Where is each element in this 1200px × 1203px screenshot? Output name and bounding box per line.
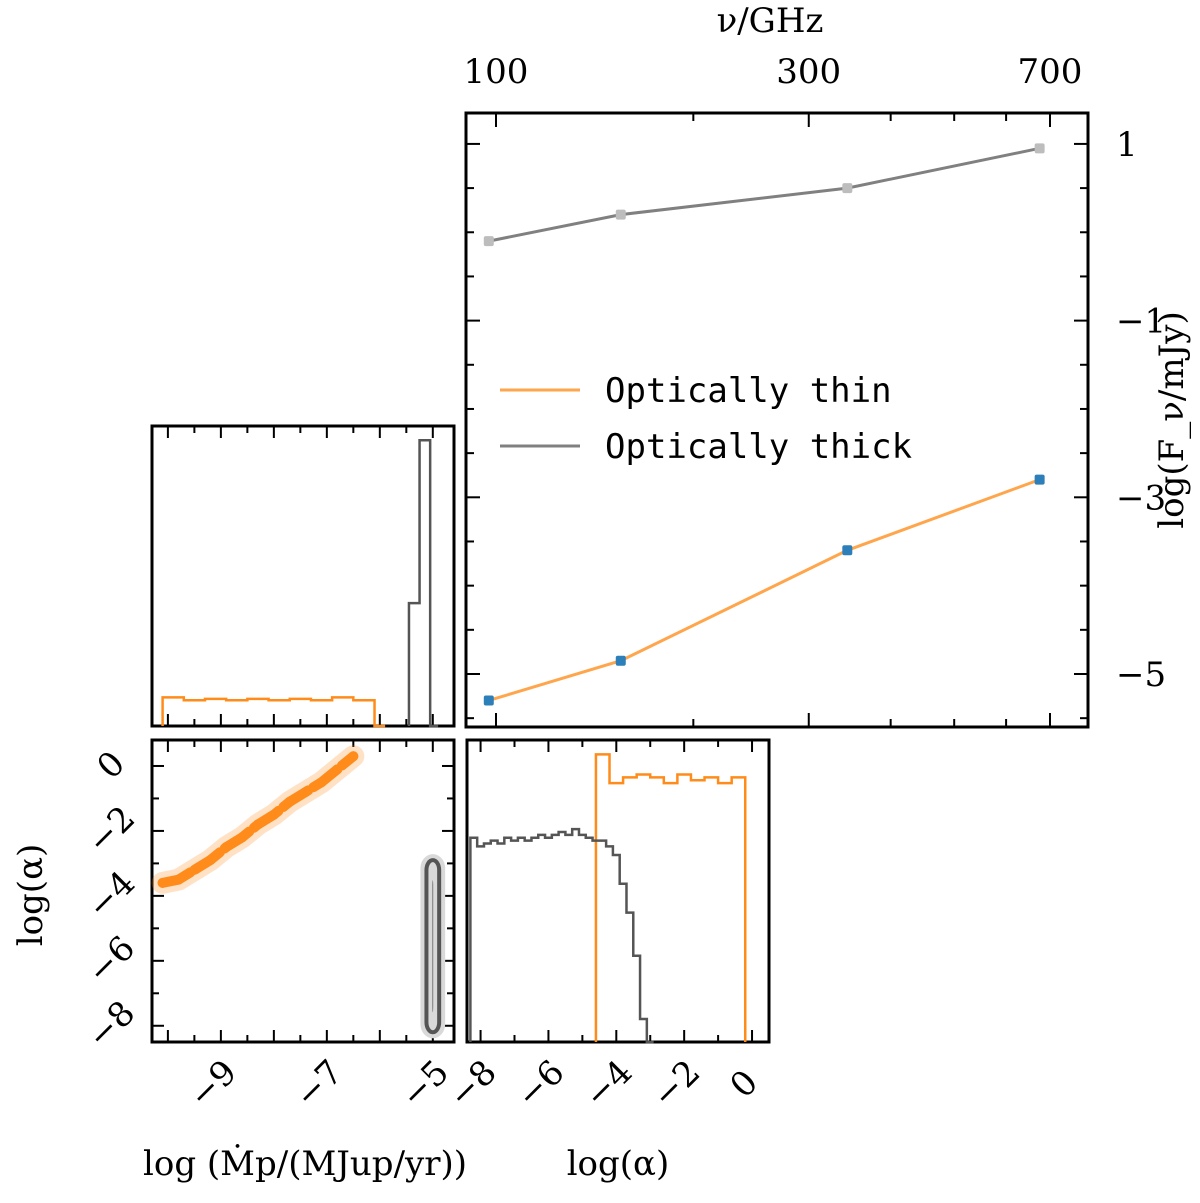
alpha-hist-xtick-label: −8 [441, 1052, 505, 1116]
mdot-hist-series [161, 439, 439, 728]
corner-ytick-label: 0 [89, 743, 133, 787]
sed-point-thin [483, 695, 494, 706]
corner-thin-point [205, 855, 216, 866]
alpha-hist-xtick-label: −4 [577, 1052, 641, 1116]
corner-xtick-label: −9 [181, 1052, 245, 1116]
mdot-hist-ticks [166, 426, 434, 726]
corner-thin-point [300, 786, 311, 797]
sed-xlabel: ν/GHz [717, 1, 824, 41]
corner-ytick-label: −8 [79, 993, 143, 1057]
alpha-hist-frame [465, 738, 771, 1044]
mdot-hist-frame [150, 424, 456, 728]
sed-ytick-label: −1 [1116, 302, 1166, 342]
corner-ytick-label: −4 [79, 863, 143, 927]
corner-ytick-label: −6 [79, 928, 143, 992]
sed-point-thin [615, 655, 626, 666]
legend-label-thick: Optically thick [605, 427, 912, 467]
corner-thin-point [268, 809, 279, 820]
sed-panel: 100 300 700 1 −1 −3 −5 ν/GHz log(F_ν/mJy) Opti… [464, 1, 1192, 729]
mdot-hist-panel [150, 424, 456, 728]
sed-ytick-label: 1 [1116, 125, 1138, 165]
sed-line-thick [488, 146, 1040, 243]
sed-xtick-label: 100 [464, 52, 529, 92]
sed-point-thin [1034, 474, 1045, 485]
sed-frame [464, 111, 1090, 729]
sed-xtick-label: 300 [776, 52, 841, 92]
corner-thin-point [284, 796, 295, 807]
alpha-hist-ticks: −8 −6 −4 −2 0 [441, 740, 766, 1116]
corner-2d-xlabel: log (Ṁp/(MJup/yr)) [143, 1144, 467, 1184]
alpha-hist-series [469, 753, 747, 1044]
corner-thin-point [221, 842, 232, 853]
corner-thin-point [173, 874, 184, 885]
sed-point-thick [483, 236, 494, 247]
corner-thin-point [237, 832, 248, 843]
corner-thin-point [157, 877, 168, 888]
corner-2d-frame [150, 738, 456, 1044]
sed-series [483, 143, 1045, 706]
alpha-hist-panel: −8 −6 −4 −2 0 log(α) [441, 738, 771, 1184]
alpha-hist-xlabel: log(α) [567, 1144, 670, 1184]
corner-thick-core [432, 880, 434, 1013]
corner-2d-ylabel: log(α) [11, 844, 51, 947]
sed-point-thin [842, 545, 853, 556]
alpha-hist-xtick-label: −2 [645, 1052, 709, 1116]
corner-thin-point [332, 764, 343, 775]
mdot-hist-thick [407, 439, 439, 728]
corner-xtick-label: −7 [287, 1052, 351, 1116]
corner-thick-contour [424, 858, 442, 1035]
alpha-hist-xtick-label: 0 [722, 1062, 766, 1106]
corner-2d-ticks: −9 −7 −50−2−4−6−8 [79, 740, 457, 1116]
sed-ylabel: log(F_ν/mJy) [1152, 311, 1192, 528]
corner-thin-point [252, 819, 263, 830]
alpha-hist-thick [469, 827, 654, 1044]
mdot-hist-thin [161, 696, 386, 728]
legend-label-thin: Optically thin [605, 371, 892, 411]
corner-thin-point [316, 777, 327, 788]
sed-ticks: 100 300 700 1 −1 −3 −5 [464, 52, 1166, 727]
alpha-hist-xtick-label: −6 [509, 1052, 573, 1116]
alpha-hist-thin [594, 753, 747, 1042]
corner-2d-series [151, 745, 446, 1039]
sed-xtick-label: 700 [1018, 52, 1083, 92]
corner-2d-panel: −9 −7 −50−2−4−6−8 log (Ṁp/(MJup/yr)) log(α… [11, 738, 467, 1184]
sed-point-thick [615, 209, 626, 220]
sed-point-thick [1034, 143, 1045, 154]
sed-legend: Optically thin Optically thick [500, 371, 912, 467]
corner-thin-point [348, 751, 359, 762]
sed-ytick-label: −3 [1116, 478, 1166, 518]
sed-ytick-label: −5 [1116, 655, 1166, 695]
corner-thin-point [189, 864, 200, 875]
sed-line-thin [488, 478, 1041, 702]
sed-point-thick [842, 183, 853, 194]
corner-ytick-label: −2 [79, 798, 143, 862]
